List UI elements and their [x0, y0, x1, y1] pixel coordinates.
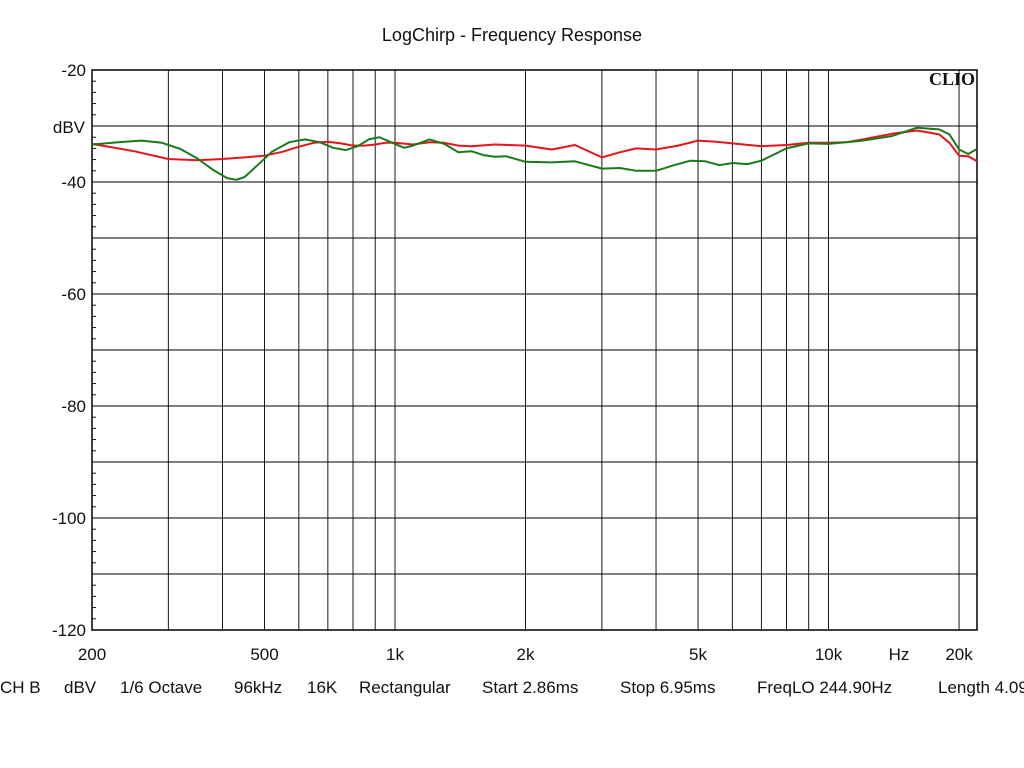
x-tick-label: 2k [517, 645, 535, 664]
chart-title: LogChirp - Frequency Response [382, 25, 642, 45]
series-line-1 [91, 129, 978, 163]
x-axis-unit: Hz [889, 645, 910, 664]
footer-window: Rectangular [359, 678, 451, 697]
measurement-footer: CH B dBV 1/6 Octave 96kHz 16K Rectangula… [0, 676, 1024, 702]
footer-length: Length 4.09ms [938, 678, 1024, 697]
frequency-response-chart: LogChirp - Frequency Response -20-40-60-… [52, 25, 978, 664]
y-tick-label: -20 [61, 61, 86, 80]
x-tick-label: 200 [78, 645, 106, 664]
clio-logo: CLIO [929, 69, 975, 89]
y-tick-label: -100 [52, 509, 86, 528]
y-tick-label: -60 [61, 285, 86, 304]
footer-freq-lo: FreqLO 244.90Hz [757, 678, 893, 697]
y-tick-label: -120 [52, 621, 86, 640]
x-tick-label: 5k [689, 645, 707, 664]
series-group [91, 126, 978, 181]
axis-ticks: -20 -40 -60 -80 -100 -120 200 500 1k 2k 5k 10k 20k [52, 61, 973, 664]
footer-size: 16K [307, 678, 338, 697]
footer-unit: dBV [64, 678, 97, 697]
x-tick-label: 1k [386, 645, 404, 664]
series-line-2 [91, 126, 978, 181]
x-tick-label: 500 [250, 645, 278, 664]
x-tick-label: 10k [815, 645, 843, 664]
footer-smoothing: 1/6 Octave [120, 678, 203, 697]
x-tick-label: 20k [945, 645, 973, 664]
footer-start: Start 2.86ms [482, 678, 579, 697]
footer-stop: Stop 6.95ms [620, 678, 716, 697]
y-tick-label: -80 [61, 397, 86, 416]
y-tick-label: -40 [61, 173, 86, 192]
footer-channel: CH B [0, 678, 41, 697]
y-axis-label: dBV [53, 118, 86, 137]
footer-sample-rate: 96kHz [234, 678, 283, 697]
grid [92, 70, 977, 630]
